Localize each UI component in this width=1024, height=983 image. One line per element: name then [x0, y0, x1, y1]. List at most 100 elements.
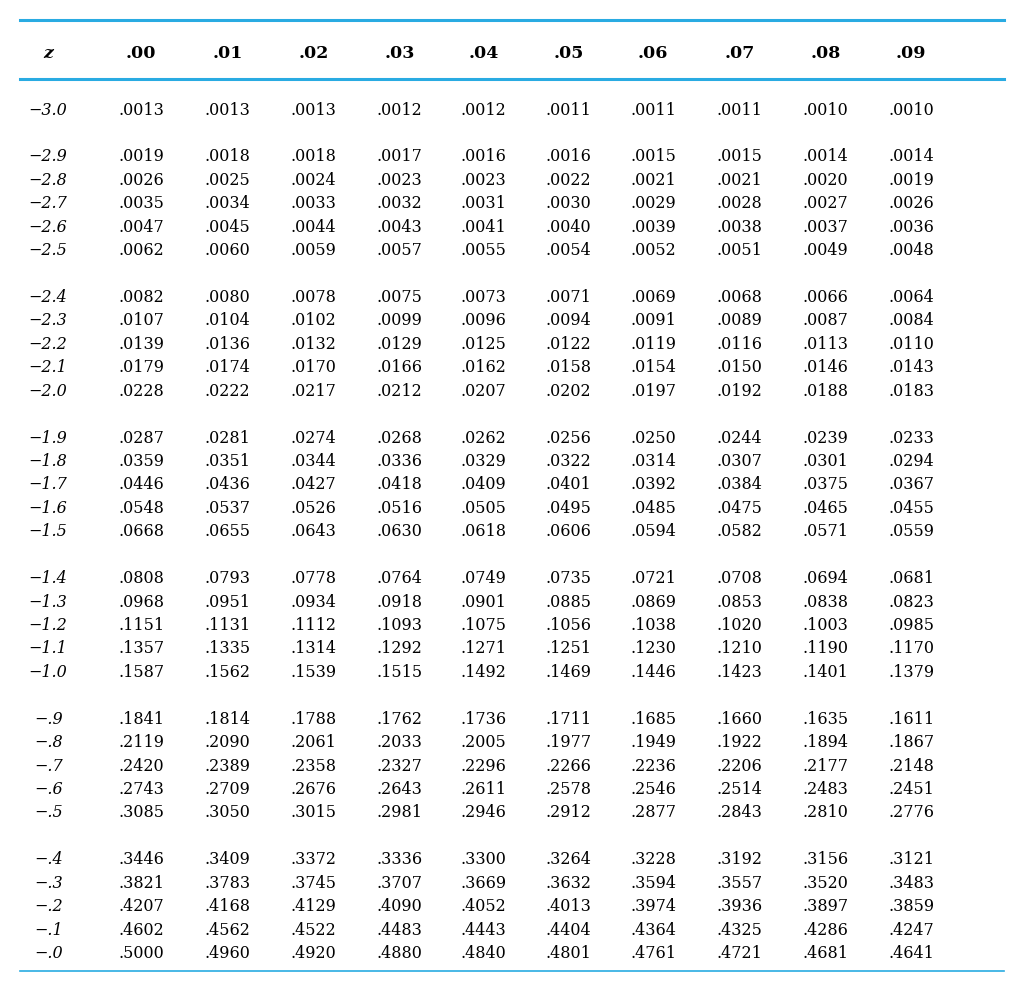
Text: .0655: .0655	[205, 523, 250, 541]
Text: .0026: .0026	[889, 196, 934, 212]
Text: .0039: .0039	[631, 218, 676, 236]
Text: .0051: .0051	[717, 242, 762, 260]
Text: −2.4: −2.4	[29, 289, 68, 306]
Text: .1562: .1562	[205, 664, 250, 681]
Text: .0559: .0559	[889, 523, 934, 541]
Text: .0329: .0329	[461, 453, 506, 470]
Text: .1841: .1841	[119, 711, 164, 727]
Text: .0359: .0359	[119, 453, 164, 470]
Text: .0087: .0087	[803, 313, 848, 329]
Text: .02: .02	[298, 44, 329, 62]
Text: .0113: .0113	[803, 336, 848, 353]
Text: .0010: .0010	[803, 101, 848, 119]
Text: .2005: .2005	[461, 734, 506, 751]
Text: −1.8: −1.8	[29, 453, 68, 470]
Text: z: z	[43, 44, 53, 62]
Text: .0048: .0048	[889, 242, 934, 260]
Text: .0023: .0023	[461, 172, 506, 189]
Text: −2.6: −2.6	[29, 218, 68, 236]
Text: .3936: .3936	[716, 898, 763, 915]
Text: .2206: .2206	[717, 758, 762, 775]
Text: .0244: .0244	[717, 430, 762, 446]
Text: .0022: .0022	[546, 172, 591, 189]
Text: .1190: .1190	[803, 641, 848, 658]
Text: .1894: .1894	[803, 734, 848, 751]
Text: .0059: .0059	[291, 242, 336, 260]
Text: .4960: .4960	[205, 945, 250, 962]
Text: .4404: .4404	[546, 922, 591, 939]
Text: .0019: .0019	[119, 148, 164, 165]
Text: .0015: .0015	[631, 148, 676, 165]
Text: .1112: .1112	[291, 617, 336, 634]
Text: −.5: −.5	[34, 804, 62, 822]
Text: −1.9: −1.9	[29, 430, 68, 446]
Text: .0934: .0934	[291, 594, 336, 610]
Text: .0351: .0351	[205, 453, 250, 470]
Text: .0040: .0040	[546, 218, 591, 236]
Text: .1762: .1762	[377, 711, 422, 727]
Text: .4641: .4641	[889, 945, 934, 962]
Text: .2877: .2877	[631, 804, 676, 822]
Text: .0078: .0078	[291, 289, 336, 306]
Text: .0018: .0018	[205, 148, 250, 165]
Text: .0021: .0021	[631, 172, 676, 189]
Text: .1379: .1379	[888, 664, 935, 681]
Text: .0485: .0485	[631, 500, 676, 517]
Text: .1492: .1492	[461, 664, 506, 681]
Text: .4129: .4129	[291, 898, 336, 915]
Text: .0013: .0013	[205, 101, 250, 119]
Text: .0606: .0606	[546, 523, 591, 541]
Text: .0174: .0174	[205, 359, 250, 376]
Text: .3669: .3669	[460, 875, 507, 892]
Text: .3192: .3192	[717, 851, 762, 868]
Text: .0401: .0401	[546, 477, 591, 493]
Text: .0721: .0721	[631, 570, 676, 587]
Text: .0183: .0183	[889, 382, 934, 400]
Text: .07: .07	[724, 44, 755, 62]
Text: .0985: .0985	[889, 617, 934, 634]
Text: .0179: .0179	[119, 359, 164, 376]
Text: .0838: .0838	[803, 594, 848, 610]
Text: .2776: .2776	[889, 804, 934, 822]
Text: .0018: .0018	[291, 148, 336, 165]
Text: .1056: .1056	[546, 617, 591, 634]
Text: .0054: .0054	[546, 242, 591, 260]
Text: .0010: .0010	[889, 101, 934, 119]
Text: −.4: −.4	[34, 851, 62, 868]
Text: .3821: .3821	[119, 875, 164, 892]
Text: −.2: −.2	[34, 898, 62, 915]
Text: .3557: .3557	[716, 875, 763, 892]
Text: .0024: .0024	[291, 172, 336, 189]
Text: .0116: .0116	[717, 336, 762, 353]
Text: .2981: .2981	[377, 804, 422, 822]
Text: .4013: .4013	[546, 898, 591, 915]
Text: .0735: .0735	[546, 570, 591, 587]
Text: .0044: .0044	[291, 218, 336, 236]
Text: .09: .09	[896, 44, 927, 62]
Text: .4443: .4443	[461, 922, 506, 939]
Text: −1.2: −1.2	[29, 617, 68, 634]
Text: .08: .08	[810, 44, 841, 62]
Text: .0427: .0427	[291, 477, 336, 493]
Text: .0166: .0166	[377, 359, 422, 376]
Text: .3264: .3264	[546, 851, 591, 868]
Text: −.0: −.0	[34, 945, 62, 962]
Text: .0060: .0060	[205, 242, 250, 260]
Text: .0143: .0143	[889, 359, 934, 376]
Text: .2546: .2546	[631, 781, 676, 798]
Text: .4168: .4168	[205, 898, 250, 915]
Text: .0192: .0192	[717, 382, 762, 400]
Text: .0262: .0262	[461, 430, 506, 446]
Text: .0436: .0436	[205, 477, 250, 493]
Text: .1357: .1357	[118, 641, 165, 658]
Text: .1210: .1210	[717, 641, 762, 658]
Text: .0228: .0228	[119, 382, 164, 400]
Text: .1251: .1251	[546, 641, 591, 658]
Text: .4840: .4840	[461, 945, 506, 962]
Text: .0047: .0047	[119, 218, 164, 236]
Text: .1685: .1685	[630, 711, 677, 727]
Text: .0023: .0023	[377, 172, 422, 189]
Text: .0034: .0034	[205, 196, 250, 212]
Text: .04: .04	[468, 44, 499, 62]
Text: .0409: .0409	[461, 477, 506, 493]
